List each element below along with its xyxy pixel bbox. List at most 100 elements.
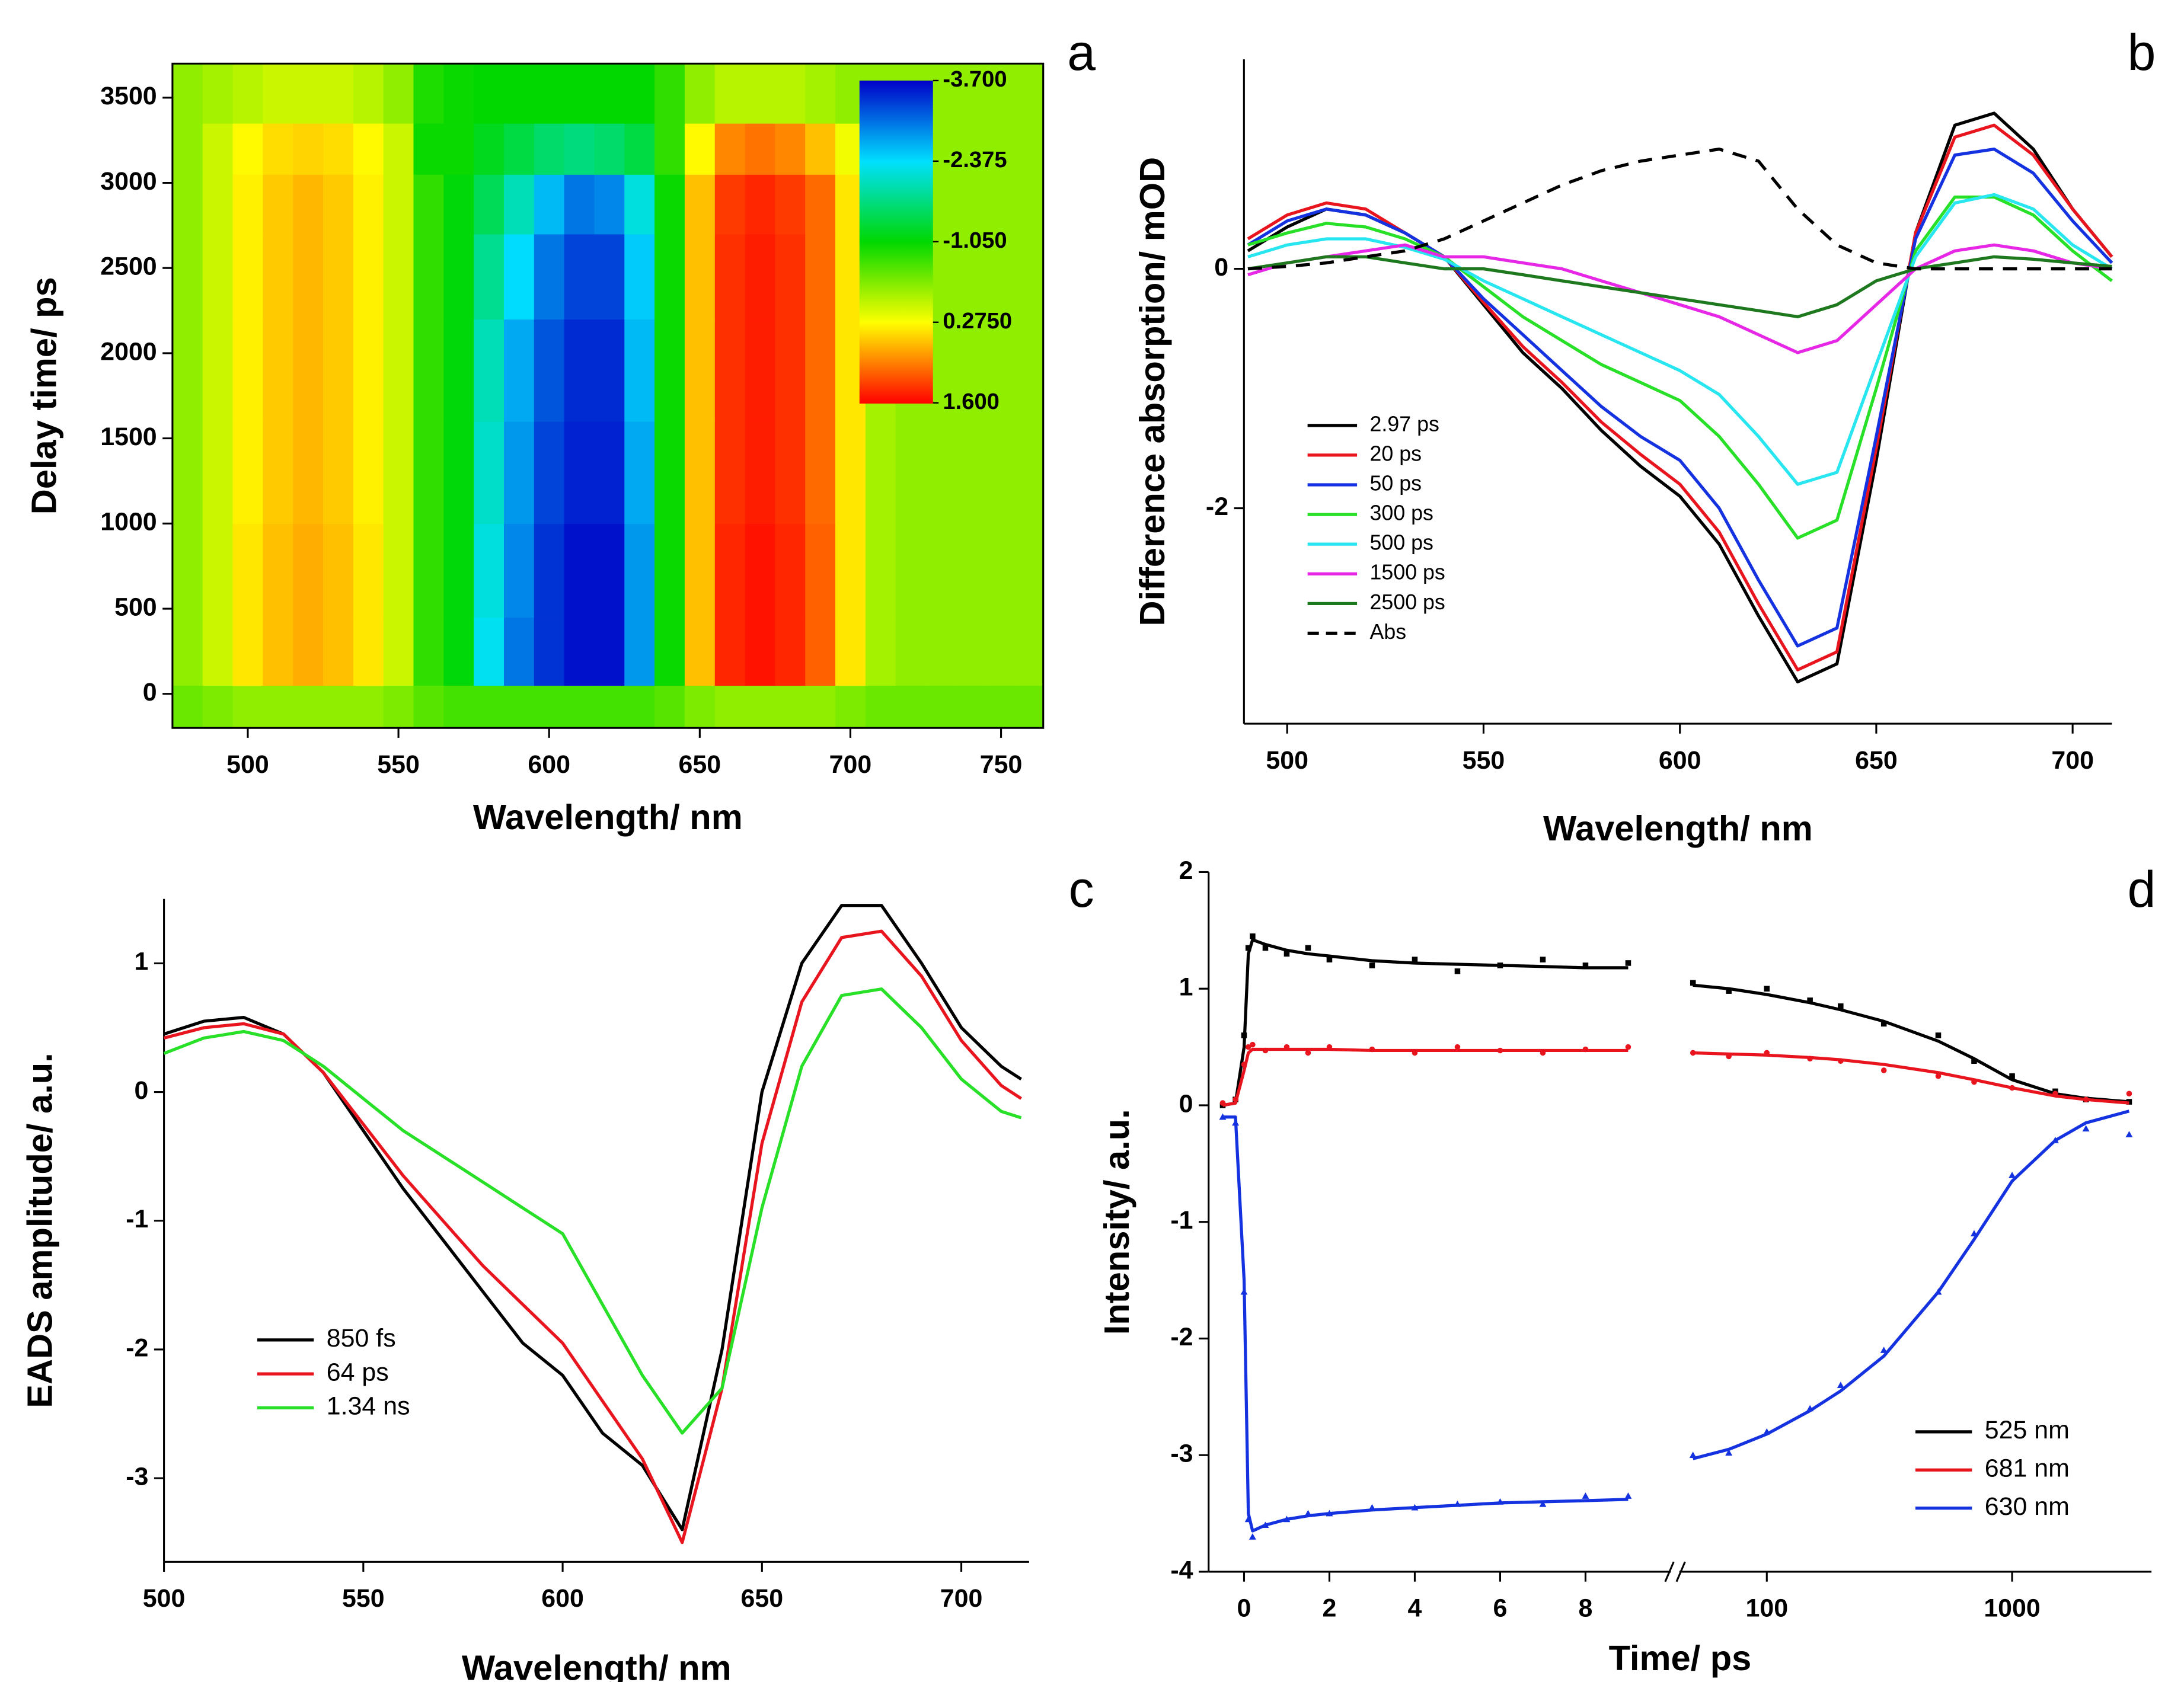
data-point [2009,1085,2015,1091]
heat-cell [986,523,1017,618]
heat-cell [263,123,294,175]
heat-cell [745,318,776,422]
data-point [2082,1125,2090,1132]
heat-cell [353,123,385,175]
legend-label: 2.97 ps [1370,412,1439,436]
colorbar-label: 1.600 [943,389,999,414]
data-point [1369,1046,1375,1053]
heat-cell [172,174,204,235]
heat-cell [1016,234,1043,320]
y-tick-label: 1 [134,948,148,976]
heat-cell [474,63,505,124]
heat-cell [443,421,475,525]
heat-cell [263,616,294,686]
heat-cell [353,421,385,525]
heat-cell [202,234,234,320]
heat-cell [956,174,987,235]
x-tick-label: 4 [1408,1594,1422,1623]
x-tick-label: 650 [1855,746,1898,775]
heat-cell [202,421,234,525]
x-tick-label: 2 [1323,1594,1337,1623]
x-tick-label: 650 [679,750,721,779]
heat-cell [1016,523,1043,618]
data-point [1807,997,1813,1003]
heat-cell [684,685,716,728]
heat-cell [232,685,264,728]
heat-cell [383,421,414,525]
data-point [1497,1047,1503,1054]
series-line [1247,147,2113,648]
y-tick-label: 1000 [100,508,157,536]
heat-cell [654,123,686,175]
heat-cell [594,234,625,320]
heat-cell [474,616,505,686]
heat-cell [956,63,987,124]
data-point [1582,962,1589,968]
data-point [2052,1091,2058,1097]
data-point [1624,1492,1632,1499]
data-point [1454,968,1461,974]
heat-cell [714,318,746,422]
data-point [1245,945,1251,951]
heat-cell [745,421,776,525]
data-point [2083,1096,2089,1102]
data-point [1837,1382,1844,1388]
heat-cell [172,616,204,686]
axis-break [1664,1561,1675,1582]
y-tick-label: -2 [1170,1323,1193,1351]
colorbar-segment [859,322,933,404]
heat-cell [624,174,656,235]
data-point [1454,1500,1461,1507]
heat-cell [865,523,897,618]
heat-cell [594,523,625,618]
data-point [1689,1451,1697,1458]
data-point [1496,1498,1504,1505]
heat-cell [172,523,204,618]
heat-cell [986,234,1017,320]
heat-cell [534,174,566,235]
heat-cell [383,318,414,422]
heat-cell [775,685,806,728]
x-tick-label: 8 [1579,1594,1593,1623]
data-point [1806,1405,1814,1412]
fit-line [1692,1109,2130,1460]
heat-cell [624,523,656,618]
data-point [1880,1021,1887,1027]
heat-cell [956,421,987,525]
heat-cell [805,318,836,422]
legend-label: 500 ps [1370,531,1433,555]
heat-cell [654,421,686,525]
data-point [1249,1533,1256,1540]
heat-cell [534,523,566,618]
heat-cell [775,616,806,686]
heat-cell [202,616,234,686]
heat-cell [443,234,475,320]
x-tick-label: 550 [342,1584,385,1613]
x-tick-label: 1000 [1984,1594,2040,1623]
series-line [163,987,1022,1435]
y-tick-label: -4 [1170,1556,1193,1584]
heat-cell [594,616,625,686]
heat-cell [986,318,1017,422]
legend-label: 630 nm [1985,1492,2070,1521]
heat-cell [353,616,385,686]
heat-cell [594,63,625,124]
heat-cell [745,174,776,235]
heat-cell [474,318,505,422]
heat-cell [474,174,505,235]
data-point [1970,1230,1978,1237]
colorbar-label: -3.700 [943,66,1007,92]
x-axis-title: Time/ ps [1609,1638,1752,1678]
y-tick-label: 2000 [100,337,157,366]
heat-cell [383,174,414,235]
heat-cell [865,616,897,686]
heat-cell [956,123,987,175]
x-tick-label: 0 [1237,1594,1251,1623]
heat-cell [624,616,656,686]
heat-cell [624,421,656,525]
heat-cell [263,63,294,124]
heat-cell [534,318,566,422]
y-axis-title: Difference absorption/ mOD [1132,157,1172,626]
data-point [1838,1003,1844,1009]
